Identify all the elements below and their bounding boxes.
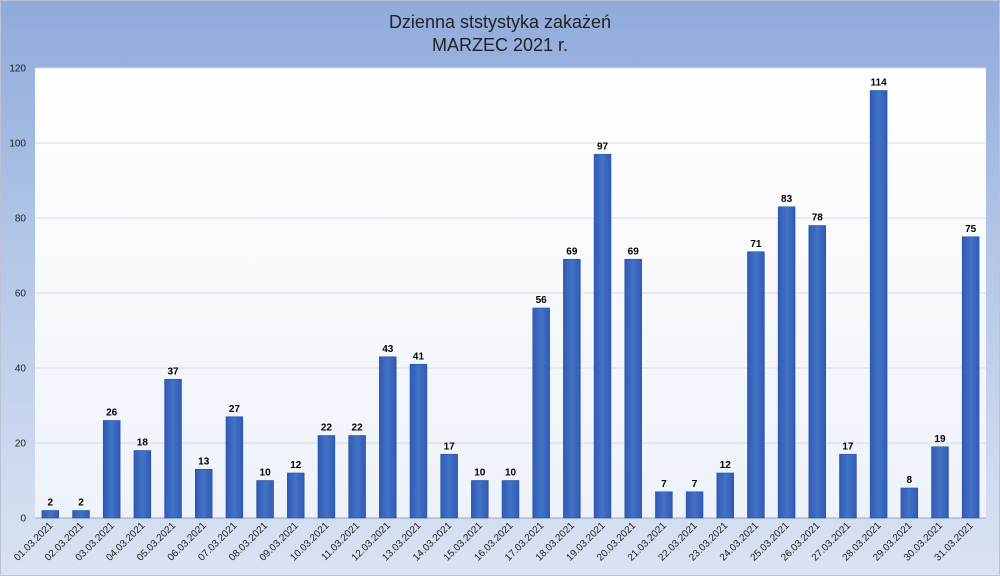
bar (287, 472, 305, 519)
data-label: 69 (566, 246, 578, 257)
data-label: 78 (812, 213, 824, 224)
y-axis-ticks: 0 20 40 60 80 100 120 (9, 64, 26, 525)
data-label: 13 (198, 456, 210, 467)
bar (164, 378, 182, 519)
chart-subtitle: MARZEC 2021 r. (432, 35, 568, 55)
data-label: 43 (382, 344, 394, 355)
y-tick-label: 20 (15, 439, 27, 450)
data-label: 114 (871, 78, 888, 89)
bar (532, 307, 550, 519)
bars (41, 90, 980, 519)
data-label: 56 (536, 295, 548, 306)
x-axis-ticks: 01.03.202102.03.202103.03.202104.03.2021… (12, 520, 976, 563)
y-tick-label: 120 (9, 64, 26, 75)
bar (133, 450, 152, 519)
data-label: 19 (934, 434, 946, 445)
bar (225, 416, 244, 519)
bar (317, 435, 336, 519)
bar (563, 258, 581, 519)
data-label: 69 (628, 246, 640, 257)
bar (961, 236, 980, 519)
data-label: 2 (78, 498, 84, 509)
data-label: 97 (597, 141, 609, 152)
bar (41, 510, 60, 519)
chart-title: Dzienna ststystyka zakażeń (389, 12, 611, 32)
bar (102, 420, 121, 519)
y-tick-label: 60 (15, 289, 27, 300)
bar (440, 453, 458, 519)
data-label: 37 (167, 366, 179, 377)
bar (777, 206, 796, 519)
data-label: 83 (781, 194, 793, 205)
data-label: 18 (137, 438, 149, 449)
bar (624, 258, 642, 519)
data-label: 12 (720, 460, 732, 471)
bar (72, 510, 90, 519)
bar (685, 491, 704, 519)
data-label: 7 (692, 479, 698, 490)
bar (869, 90, 888, 519)
y-tick-label: 80 (15, 214, 27, 225)
bar (716, 472, 734, 519)
data-label: 41 (413, 351, 425, 362)
data-label: 26 (106, 408, 118, 419)
bar (409, 363, 428, 519)
data-label: 2 (48, 498, 54, 509)
bar (593, 153, 612, 519)
bar (379, 356, 397, 519)
data-label: 12 (290, 460, 302, 471)
y-tick-label: 0 (20, 514, 26, 525)
bar (900, 487, 919, 519)
data-label: 22 (352, 423, 364, 434)
data-label: 17 (444, 441, 456, 452)
data-label: 10 (474, 468, 486, 479)
y-tick-label: 100 (9, 139, 26, 150)
bar (655, 491, 673, 519)
bar (931, 446, 949, 519)
data-label: 22 (321, 423, 333, 434)
bar (194, 468, 213, 519)
data-label: 71 (750, 239, 762, 250)
y-tick-label: 40 (15, 364, 27, 375)
bar (256, 480, 274, 519)
bar (839, 453, 857, 519)
bar (747, 251, 765, 519)
bar (348, 435, 366, 519)
data-label: 8 (907, 475, 913, 486)
data-label: 10 (260, 468, 272, 479)
data-label: 75 (965, 224, 977, 235)
data-label: 10 (505, 468, 517, 479)
data-label: 27 (229, 404, 241, 415)
bar (501, 480, 520, 519)
bar (471, 480, 489, 519)
bar (808, 225, 827, 519)
gridlines (35, 67, 986, 519)
data-label: 7 (661, 479, 667, 490)
data-label: 17 (842, 441, 854, 452)
